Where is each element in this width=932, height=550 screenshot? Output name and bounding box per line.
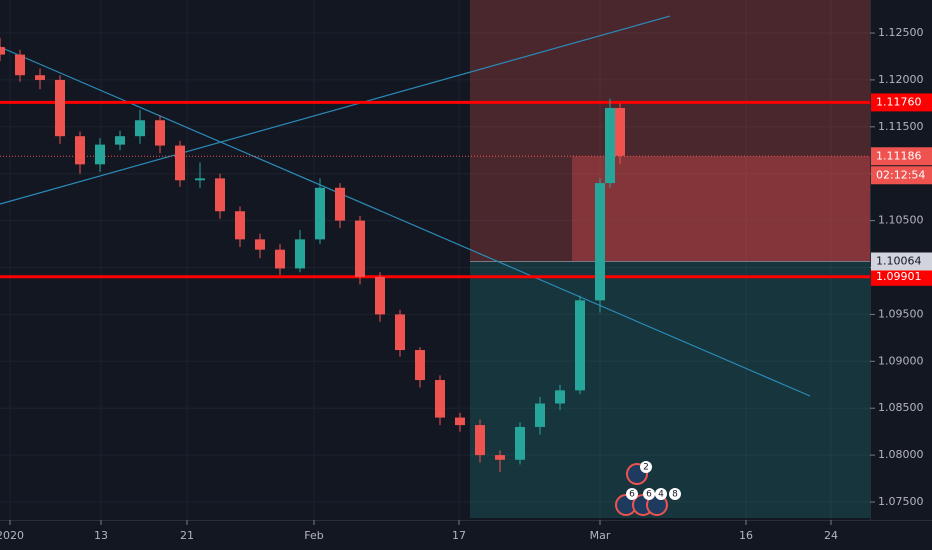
stop-zone: [470, 0, 870, 262]
price-tag: [871, 166, 932, 185]
x-tick-label: 21: [180, 529, 194, 542]
event-count: 8: [672, 490, 678, 500]
candle-body: [0, 47, 5, 55]
candle-body: [55, 79, 65, 137]
y-tick-label: 1.09500: [878, 307, 924, 320]
candle-body: [595, 183, 605, 301]
candle-body: [175, 145, 185, 181]
event-markers: 2 6 6 4 8: [615, 461, 681, 516]
candle-body: [135, 120, 145, 137]
candle-body: [115, 136, 125, 145]
candle-body: [255, 239, 265, 250]
event-badge: [669, 488, 681, 500]
price-tag-label: 1.11186: [876, 149, 922, 162]
candle-body: [555, 390, 565, 404]
candle-body: [435, 380, 445, 418]
y-tick-label: 1.07500: [878, 495, 924, 508]
x-tick-label: Mar: [590, 529, 611, 542]
y-tick-label: 1.08500: [878, 401, 924, 414]
candle-body: [335, 187, 345, 221]
event-badge: [626, 488, 638, 500]
candle-body: [415, 350, 425, 381]
price-tag: [871, 147, 932, 166]
candle-body: [235, 211, 245, 240]
candle-body: [575, 300, 585, 391]
x-tick-label: Feb: [304, 529, 323, 542]
event-count: 2: [643, 463, 649, 473]
axes: 1.125001.120001.115001.110001.105001.100…: [0, 26, 932, 542]
candle-body: [455, 417, 465, 426]
y-tick-label: 1.11500: [878, 120, 924, 133]
candle-body: [355, 220, 365, 277]
event-badge: [655, 488, 667, 500]
y-tick-label: 1.12000: [878, 73, 924, 86]
candle-body: [535, 403, 545, 427]
event-badge: [643, 488, 655, 500]
candle-body: [75, 136, 85, 165]
candle-body: [195, 178, 205, 181]
candle-body: [15, 54, 25, 76]
candle-body: [615, 108, 625, 156]
target-zone: [470, 261, 870, 519]
price-tag: [871, 252, 932, 271]
active-loss-zone: [572, 156, 870, 262]
x-tick-label: 13: [94, 529, 108, 542]
candle-body: [275, 249, 285, 269]
trend-line: [0, 15, 671, 205]
candle-body: [515, 426, 525, 460]
candle-body: [375, 276, 385, 315]
trend-line: [0, 46, 811, 397]
x-tick-label: 16: [739, 529, 753, 542]
candle-body: [155, 120, 165, 146]
y-tick-label: 1.09000: [878, 354, 924, 367]
candle-body: [395, 314, 405, 351]
price-tag-label: 02:12:54: [876, 168, 925, 181]
y-tick-label: 1.12500: [878, 26, 924, 39]
candle-body: [315, 187, 325, 240]
event-count: 4: [658, 490, 664, 500]
candle-body: [605, 108, 615, 184]
candle-body: [475, 425, 485, 456]
plot-area: [0, 0, 870, 520]
candle-body: [95, 144, 105, 165]
y-tick-label: 1.10500: [878, 214, 924, 227]
event-count: 6: [629, 490, 635, 500]
candle-body: [215, 178, 225, 212]
price-tag-label: 1.09901: [876, 270, 922, 283]
candle-body: [35, 75, 45, 80]
price-tag: [871, 267, 932, 286]
price-tag-label: 1.11760: [876, 95, 922, 108]
price-tag: [871, 93, 932, 112]
event-count: 6: [646, 490, 652, 500]
candle-body: [295, 239, 305, 269]
candle-body: [495, 455, 505, 460]
x-tick-label: 17: [452, 529, 466, 542]
x-tick-label: 24: [824, 529, 838, 542]
price-tag-label: 1.10064: [876, 255, 922, 268]
y-tick-label: 1.08000: [878, 448, 924, 461]
x-tick-label: 2020: [0, 529, 24, 542]
event-badge: [640, 461, 652, 473]
